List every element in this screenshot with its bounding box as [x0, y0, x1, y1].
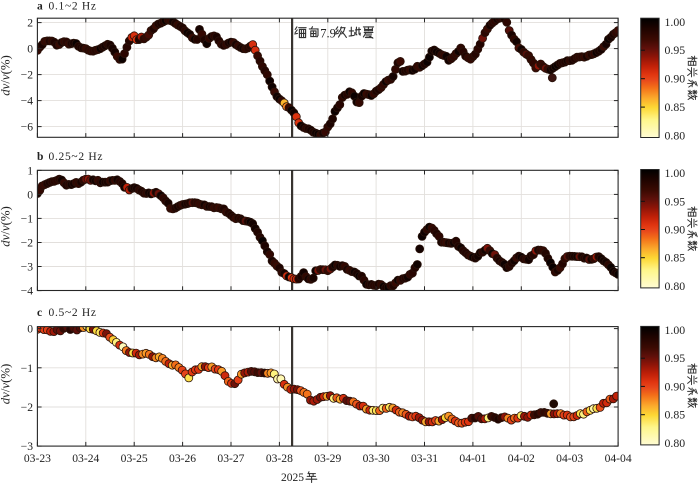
- svg-text:−4: −4: [21, 95, 34, 108]
- svg-text:−2: −2: [21, 401, 34, 414]
- svg-text:0: 0: [27, 323, 33, 336]
- svg-text:0.95: 0.95: [665, 194, 686, 208]
- svg-text:0.80: 0.80: [665, 436, 686, 450]
- svg-text:−2: −2: [21, 69, 34, 82]
- svg-text:03-24: 03-24: [72, 452, 99, 465]
- svg-text:03-31: 03-31: [411, 452, 438, 465]
- svg-text:1.00: 1.00: [665, 166, 686, 180]
- svg-text:03-29: 03-29: [314, 452, 341, 465]
- svg-text:03-25: 03-25: [121, 452, 148, 465]
- svg-text:04-04: 04-04: [605, 452, 632, 465]
- svg-text:0.90: 0.90: [665, 379, 686, 393]
- svg-text:2: 2: [27, 17, 33, 30]
- svg-text:03-26: 03-26: [169, 452, 196, 465]
- svg-text:2025: 2025: [281, 472, 304, 484]
- svg-text:−1: −1: [21, 362, 34, 375]
- svg-text:−1: −1: [21, 213, 34, 226]
- svg-text:7.9: 7.9: [320, 27, 336, 41]
- svg-text:c0.5~2 Hz: c 0.5~2 Hz: [37, 307, 97, 319]
- svg-text:a0.1~2 Hz: a 0.1~2 Hz: [37, 0, 97, 12]
- svg-text:04-01: 04-01: [459, 452, 486, 465]
- svg-text:0.95: 0.95: [665, 351, 686, 365]
- svg-text:0.85: 0.85: [665, 408, 686, 422]
- svg-text:0.90: 0.90: [665, 223, 686, 237]
- svg-text:03-30: 03-30: [363, 452, 390, 465]
- svg-text:dv/v(%): dv/v(%): [0, 55, 13, 96]
- svg-text:0.80: 0.80: [665, 279, 686, 293]
- svg-text:04-03: 04-03: [556, 452, 583, 465]
- svg-text:1.00: 1.00: [665, 15, 686, 29]
- svg-text:−3: −3: [21, 440, 34, 453]
- svg-text:−6: −6: [21, 121, 34, 134]
- svg-text:0.80: 0.80: [665, 129, 686, 143]
- svg-text:b0.25~2 Hz: b 0.25~2 Hz: [37, 151, 103, 163]
- svg-text:dv/v(%): dv/v(%): [0, 206, 13, 247]
- svg-text:dv/v(%): dv/v(%): [0, 364, 13, 405]
- svg-text:0: 0: [27, 189, 33, 202]
- svg-text:03-23: 03-23: [24, 452, 51, 465]
- svg-text:0.85: 0.85: [665, 251, 686, 265]
- svg-text:−4: −4: [21, 285, 34, 298]
- svg-text:0.85: 0.85: [665, 100, 686, 114]
- svg-text:0: 0: [27, 43, 33, 56]
- svg-text:−2: −2: [21, 237, 34, 250]
- svg-text:0.95: 0.95: [665, 43, 686, 57]
- svg-text:−3: −3: [21, 261, 34, 274]
- svg-text:03-27: 03-27: [217, 452, 244, 465]
- svg-text:04-02: 04-02: [508, 452, 535, 465]
- svg-text:03-28: 03-28: [266, 452, 293, 465]
- svg-text:1: 1: [27, 164, 33, 177]
- svg-text:0.90: 0.90: [665, 72, 686, 86]
- svg-text:1.00: 1.00: [665, 323, 686, 337]
